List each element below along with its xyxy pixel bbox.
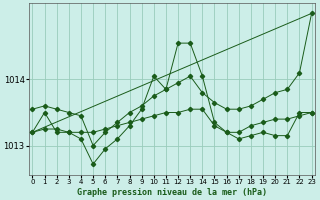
X-axis label: Graphe pression niveau de la mer (hPa): Graphe pression niveau de la mer (hPa) xyxy=(77,188,267,197)
